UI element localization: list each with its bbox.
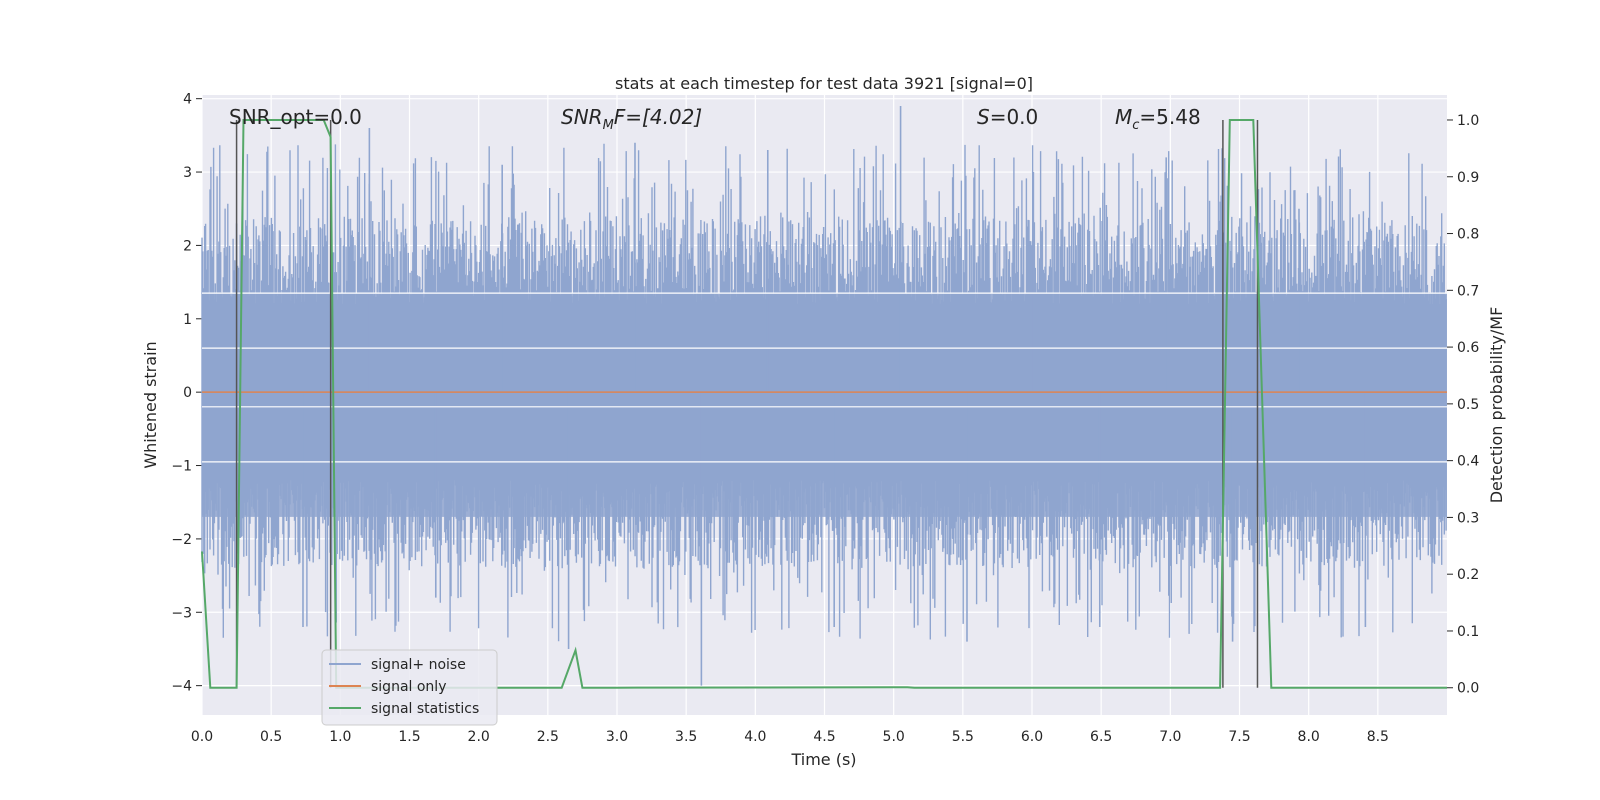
y2-tick-label: 0.8: [1457, 227, 1479, 243]
y-tick-label: 3: [183, 165, 192, 181]
signal-noise-series: [201, 106, 1447, 686]
annotation-mc: Mc=5.48: [1115, 105, 1201, 133]
legend-label-signal-statistics: signal statistics: [371, 701, 479, 717]
y2-tick-labels: 1.0 0.9 0.8 0.7 0.6 0.5 0.4 0.3 0.2 0.1 0.0: [1457, 113, 1479, 697]
y2-tick-label: 0.2: [1457, 567, 1479, 583]
mc-symbol: M: [1115, 105, 1132, 129]
y2-tick-label: 0.6: [1457, 340, 1479, 356]
x-axis-label: Time (s): [790, 750, 856, 769]
x-tick-label: 3.0: [606, 729, 628, 745]
x-tick-label: 2.5: [537, 729, 559, 745]
x-tick-label: 7.5: [1228, 729, 1250, 745]
y-tick-labels: 4 3 2 1 0 −1 −2 −3 −4: [171, 92, 192, 695]
x-tick-label: 7.0: [1159, 729, 1181, 745]
x-tick-label: 0.5: [260, 729, 282, 745]
y2-tick-label: 1.0: [1457, 113, 1479, 129]
y-axis-label: Whitened strain: [141, 341, 160, 468]
x-tick-label: 6.5: [1090, 729, 1112, 745]
x-tick-label: 1.0: [329, 729, 351, 745]
mc-rest: =5.48: [1139, 105, 1200, 129]
x-tick-labels: 0.0 0.5 1.0 1.5 2.0 2.5 3.0 3.5 4.0 4.5 5.0 5.5 6.0 6…: [191, 729, 1389, 745]
snr-mf-symbol: SNR: [561, 105, 603, 129]
snr-mf-rest: F=[4.02]: [614, 105, 702, 129]
y-tick-label: 1: [183, 312, 192, 328]
legend-box: [321, 649, 498, 726]
y2-tick-label: 0.4: [1457, 454, 1479, 470]
y2-tick-label: 0.1: [1457, 624, 1479, 640]
mc-subscript: c: [1132, 118, 1139, 133]
x-tick-label: 5.0: [883, 729, 905, 745]
x-tick-label: 8.0: [1298, 729, 1320, 745]
y2-tick-label: 0.0: [1457, 681, 1479, 697]
s-rest: =0.0: [990, 105, 1039, 129]
legend-label-signal-only: signal only: [371, 679, 446, 695]
y2-tick-label: 0.7: [1457, 283, 1479, 299]
signal-statistics-line: [201, 119, 1447, 689]
legend: signal+ noise signal only signal statist…: [321, 649, 498, 726]
y-tick-label: −3: [171, 605, 192, 621]
y2-axis-label: Detection probability/MF: [1487, 307, 1506, 504]
y-tick-label: −2: [171, 532, 192, 548]
x-tick-label: 2.0: [468, 729, 490, 745]
x-tick-label: 0.0: [191, 729, 213, 745]
y2-tick-label: 0.3: [1457, 510, 1479, 526]
snr-mf-subscript: M: [603, 118, 614, 133]
y-tick-label: 4: [183, 92, 192, 108]
noise-trace: [201, 143, 1447, 642]
annotation-s: S=0.0: [977, 105, 1038, 129]
y-tick-label: 2: [183, 238, 192, 254]
s-symbol: S: [977, 105, 990, 129]
y2-tick-label: 0.9: [1457, 170, 1479, 186]
x-tick-label: 4.0: [744, 729, 766, 745]
x-tick-label: 8.5: [1367, 729, 1389, 745]
x-tick-label: 5.5: [952, 729, 974, 745]
x-tick-label: 3.5: [675, 729, 697, 745]
chart-title: stats at each timestep for test data 392…: [615, 74, 1033, 93]
y-tick-label: −1: [171, 459, 192, 475]
y-tick-label: 0: [183, 385, 192, 401]
x-tick-label: 1.5: [398, 729, 420, 745]
annotation-snr-opt: SNR_opt=0.0: [229, 105, 362, 129]
x-tick-label: 6.0: [1021, 729, 1043, 745]
x-tick-label: 4.5: [813, 729, 835, 745]
annotation-snr-mf: SNRMF=[4.02]: [561, 105, 702, 133]
y-tick-label: −4: [171, 679, 192, 695]
legend-label-signal-noise: signal+ noise: [371, 657, 466, 673]
y2-tick-label: 0.5: [1457, 397, 1479, 413]
